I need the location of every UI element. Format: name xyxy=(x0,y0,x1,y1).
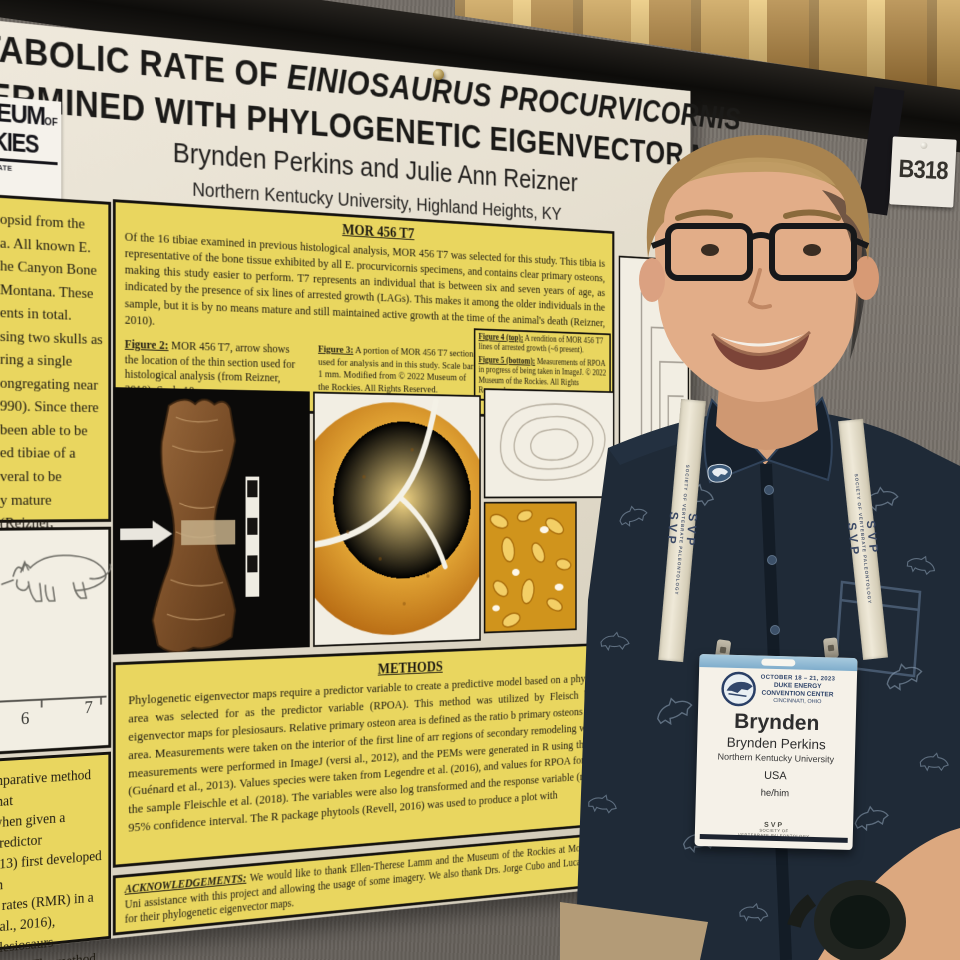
left-intro-panel: opsid from the a. All known E. he Canyon… xyxy=(0,191,112,593)
badge-holder-band xyxy=(699,653,858,672)
research-poster: METABOLIC RATE OF EINIOSAURUS PROCURVICO… xyxy=(0,18,763,960)
nose xyxy=(747,268,772,310)
svp-skull-logo-icon xyxy=(721,671,756,707)
badge-organization: Northern Kentucky University xyxy=(717,751,835,765)
wristwatch xyxy=(787,880,906,960)
left-bottom-panel: mparative method that when given a predi… xyxy=(0,751,112,960)
badge-name-full: Brynden Perkins xyxy=(726,734,826,753)
logo-museum: MUSEUM xyxy=(0,95,45,131)
badge-punch-slot xyxy=(761,658,796,667)
smile xyxy=(711,330,811,370)
ear-left xyxy=(639,258,665,302)
head xyxy=(639,135,879,402)
push-pin-icon xyxy=(433,69,444,80)
logo-of: OF xyxy=(44,117,58,129)
badge-pronouns: he/him xyxy=(760,787,790,800)
axis-tick-7: 7 xyxy=(84,697,93,718)
badge-venue-city: CINCINNATI, OHIO xyxy=(773,698,822,706)
logo-rockies: ROCKIES xyxy=(0,124,39,159)
figure3-image xyxy=(313,391,481,648)
lanyard-clip-right xyxy=(822,637,840,659)
khaki-pants xyxy=(560,902,708,960)
badge-country: USA xyxy=(763,769,787,783)
axis-tick-6: 6 xyxy=(20,708,30,729)
skull-pin-icon xyxy=(707,463,732,483)
bottom-text-fragment: mparative method that when given a predi… xyxy=(0,767,102,960)
badge-name-display: Brynden xyxy=(733,709,820,736)
intro-text-fragment: opsid from the a. All known E. he Canyon… xyxy=(0,210,103,532)
eye-left xyxy=(701,244,719,256)
bone-cross-section xyxy=(313,393,481,639)
figure1-box: 6 6 7 xyxy=(0,526,112,758)
fossil-tibia-illustration xyxy=(120,387,260,654)
mor-panel: MOR 456 T7 Of the 16 tibiae examined in … xyxy=(112,199,615,419)
eyebrows xyxy=(675,209,841,221)
chest-pocket xyxy=(834,580,922,678)
badge-bottom-stripe xyxy=(699,834,848,843)
arrow-icon xyxy=(120,520,173,548)
hair xyxy=(646,135,870,260)
einiosaurus-sketch-icon xyxy=(0,545,112,624)
name-badge: OCTOBER 18 – 21, 2023 DUKE ENERGY CONVEN… xyxy=(694,653,858,851)
figure2-image xyxy=(112,387,310,654)
glasses-icon xyxy=(650,223,870,281)
scale-bar-icon xyxy=(245,476,260,597)
eye-right xyxy=(803,244,821,256)
ear-right xyxy=(853,256,879,300)
